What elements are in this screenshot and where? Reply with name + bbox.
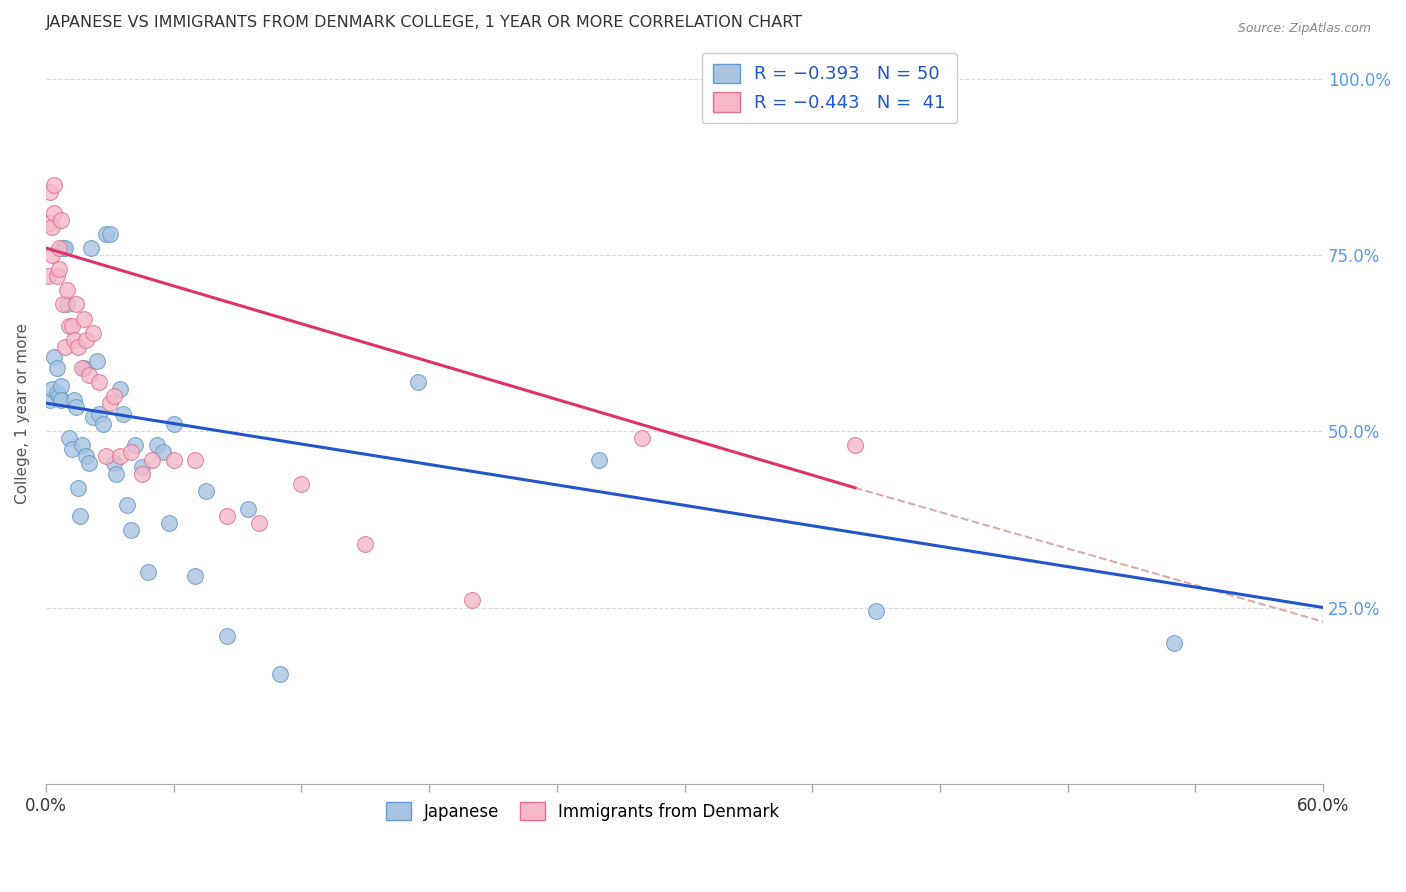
Point xyxy=(75,333,97,347)
Point xyxy=(49,392,72,407)
Point xyxy=(194,484,217,499)
Legend: Japanese, Immigrants from Denmark: Japanese, Immigrants from Denmark xyxy=(380,795,786,827)
Point xyxy=(77,456,100,470)
Point xyxy=(75,449,97,463)
Text: JAPANESE VS IMMIGRANTS FROM DENMARK COLLEGE, 1 YEAR OR MORE CORRELATION CHART: JAPANESE VS IMMIGRANTS FROM DENMARK COLL… xyxy=(46,15,803,30)
Point xyxy=(70,360,93,375)
Point xyxy=(89,375,111,389)
Point xyxy=(41,248,63,262)
Point xyxy=(124,438,146,452)
Point xyxy=(354,537,377,551)
Point xyxy=(120,523,142,537)
Point xyxy=(141,452,163,467)
Point xyxy=(52,297,75,311)
Point xyxy=(290,477,312,491)
Point xyxy=(41,382,63,396)
Point xyxy=(69,508,91,523)
Point xyxy=(120,445,142,459)
Point xyxy=(110,449,132,463)
Point xyxy=(53,340,76,354)
Point xyxy=(53,241,76,255)
Point xyxy=(58,318,80,333)
Point xyxy=(269,667,291,681)
Point xyxy=(41,219,63,234)
Point xyxy=(136,566,159,580)
Point xyxy=(70,438,93,452)
Point xyxy=(94,449,117,463)
Point xyxy=(62,333,84,347)
Point xyxy=(238,501,260,516)
Point xyxy=(45,269,67,284)
Point xyxy=(588,452,610,467)
Point xyxy=(184,569,207,583)
Point xyxy=(58,431,80,445)
Point xyxy=(48,389,70,403)
Point xyxy=(159,516,181,530)
Point xyxy=(39,392,62,407)
Point xyxy=(145,438,167,452)
Point xyxy=(89,407,111,421)
Point xyxy=(163,452,186,467)
Point xyxy=(105,467,128,481)
Point xyxy=(45,385,67,400)
Point xyxy=(844,438,866,452)
Point xyxy=(111,407,134,421)
Point xyxy=(49,378,72,392)
Point xyxy=(66,340,89,354)
Point xyxy=(60,318,83,333)
Point xyxy=(631,431,654,445)
Point xyxy=(37,269,59,284)
Point xyxy=(94,227,117,241)
Point xyxy=(82,326,104,340)
Point xyxy=(79,241,101,255)
Point xyxy=(52,241,75,255)
Point xyxy=(115,499,138,513)
Point xyxy=(163,417,186,432)
Point xyxy=(103,456,125,470)
Point xyxy=(49,212,72,227)
Point xyxy=(131,467,153,481)
Point xyxy=(62,392,84,407)
Point xyxy=(247,516,270,530)
Point xyxy=(460,593,482,607)
Point xyxy=(65,400,87,414)
Point xyxy=(48,262,70,277)
Point xyxy=(93,417,115,432)
Point xyxy=(82,410,104,425)
Point xyxy=(184,452,207,467)
Text: Source: ZipAtlas.com: Source: ZipAtlas.com xyxy=(1237,22,1371,36)
Point xyxy=(60,442,83,456)
Y-axis label: College, 1 year or more: College, 1 year or more xyxy=(15,323,30,504)
Point xyxy=(44,178,66,192)
Point xyxy=(44,206,66,220)
Point xyxy=(1163,636,1185,650)
Point xyxy=(44,351,66,365)
Point xyxy=(152,445,174,459)
Point xyxy=(98,227,121,241)
Point xyxy=(39,216,62,230)
Point xyxy=(45,360,67,375)
Point xyxy=(65,297,87,311)
Point xyxy=(215,629,238,643)
Point xyxy=(73,360,96,375)
Point xyxy=(39,185,62,199)
Point xyxy=(131,459,153,474)
Point xyxy=(66,481,89,495)
Point xyxy=(103,389,125,403)
Point xyxy=(110,382,132,396)
Point xyxy=(73,311,96,326)
Point xyxy=(56,284,79,298)
Point xyxy=(865,604,887,618)
Point xyxy=(98,396,121,410)
Point xyxy=(408,375,430,389)
Point xyxy=(48,241,70,255)
Point xyxy=(56,297,79,311)
Point xyxy=(86,354,108,368)
Point xyxy=(77,368,100,382)
Point xyxy=(215,508,238,523)
